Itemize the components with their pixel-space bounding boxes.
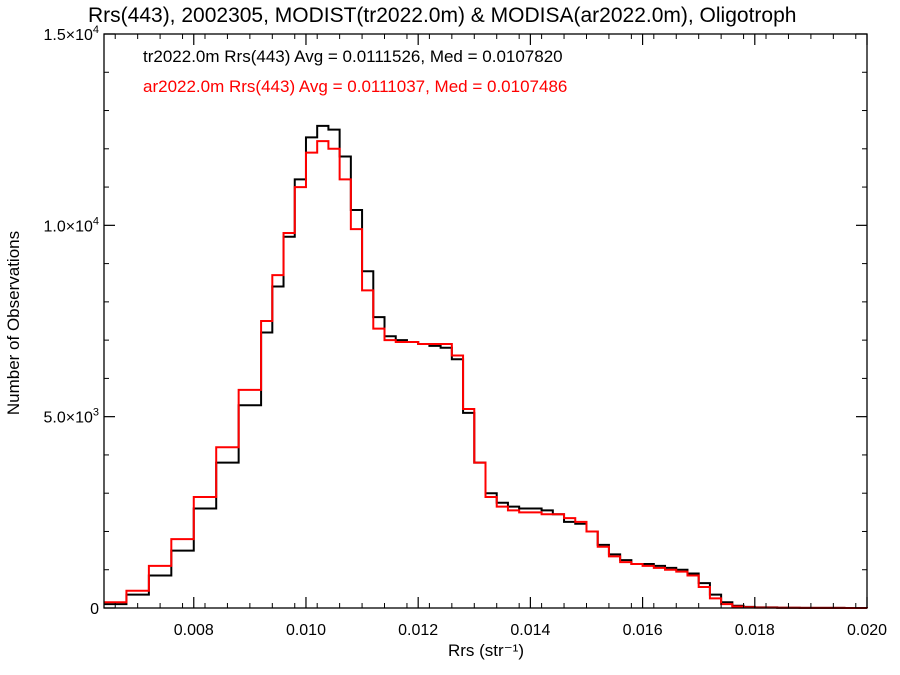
legend: tr2022.0m Rrs(443) Avg = 0.0111526, Med … (143, 47, 567, 96)
legend-entry-tr2022: tr2022.0m Rrs(443) Avg = 0.0111526, Med … (143, 47, 563, 66)
x-tick-label: 0.018 (735, 622, 775, 639)
x-tick-label: 0.012 (398, 622, 438, 639)
x-tick-label: 0.020 (847, 622, 887, 639)
axis-layer: 0.008 0.010 0.012 0.014 0.016 0.018 0.020 0 5.0×… (43, 24, 887, 639)
series-line-tr2022 (104, 124, 868, 609)
y-axis-label: Number of Observations (4, 231, 23, 415)
series-layer (104, 124, 868, 609)
x-tick-label: 0.016 (623, 622, 663, 639)
y-tick-label: 1.0×104 (43, 215, 99, 235)
x-axis-label: Rrs (str⁻¹) (448, 641, 524, 660)
y-tick-label: 1.5×104 (43, 24, 99, 44)
y-tick-label: 0 (90, 601, 99, 618)
series-line-ar2022 (104, 140, 868, 609)
plot-frame (103, 33, 868, 609)
x-tick-label: 0.008 (174, 622, 214, 639)
x-tick-label: 0.014 (510, 622, 550, 639)
x-tick-label: 0.010 (286, 622, 326, 639)
chart-title: Rrs(443), 2002305, MODIST(tr2022.0m) & M… (88, 4, 796, 27)
y-tick-label: 5.0×103 (43, 407, 99, 427)
legend-entry-ar2022: ar2022.0m Rrs(443) Avg = 0.0111037, Med … (143, 77, 567, 96)
